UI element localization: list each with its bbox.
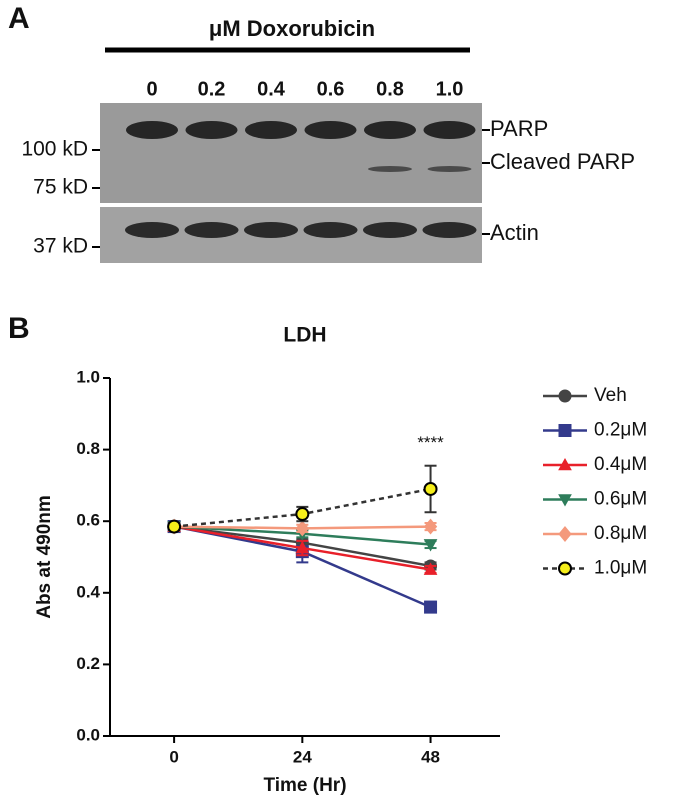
marker-label: 37 kD: [33, 235, 88, 258]
legend-marker: [558, 424, 572, 437]
legend-marker: [558, 457, 572, 471]
band-label: PARP: [490, 116, 548, 141]
y-tick-label: 0.2: [76, 654, 100, 673]
y-tick-label: 1.0: [76, 367, 100, 386]
blot-title: μM Doxorubicin: [209, 16, 375, 41]
x-tick-label: 0: [169, 747, 178, 766]
lane-label: 0.8: [376, 78, 404, 100]
legend-label: 0.6μM: [594, 489, 647, 510]
band: [304, 121, 357, 139]
marker-label: 100 kD: [21, 138, 88, 161]
band: [364, 121, 416, 139]
band: [427, 166, 472, 172]
data-point: [423, 562, 438, 575]
data-point: [295, 541, 310, 554]
band: [185, 121, 238, 139]
data-point: [424, 600, 438, 614]
legend-label: 1.0μM: [594, 558, 647, 579]
lane-label: 0.2: [198, 78, 226, 100]
legend-label: Veh: [594, 385, 627, 406]
lane-label: 0.6: [317, 78, 345, 100]
band: [245, 121, 297, 139]
band: [244, 222, 298, 238]
x-tick-label: 24: [293, 747, 312, 766]
band: [184, 222, 239, 238]
panel-label: A: [8, 2, 30, 35]
band: [422, 222, 477, 238]
x-axis-label: Time (Hr): [263, 775, 346, 796]
y-tick-label: 0.0: [76, 725, 100, 744]
band-label: Actin: [490, 220, 539, 245]
lane-label: 1.0: [436, 78, 464, 100]
y-tick-label: 0.6: [76, 511, 100, 530]
band: [423, 121, 476, 139]
data-point: [167, 519, 182, 534]
data-point: [423, 481, 438, 496]
legend-label: 0.4μM: [594, 454, 647, 475]
band: [303, 222, 358, 238]
marker-label: 75 kD: [33, 176, 88, 199]
data-point: [295, 520, 309, 537]
band: [125, 222, 179, 238]
y-axis-label: Abs at 490nm: [34, 495, 55, 619]
bands: [125, 121, 477, 238]
annotation: ****: [417, 433, 444, 452]
chart-title: LDH: [283, 324, 326, 347]
legend-marker: [558, 561, 572, 576]
data-point: [423, 539, 438, 552]
lane-label: 0: [146, 78, 157, 100]
legend-marker: [558, 494, 572, 507]
lane-label: 0.4: [257, 78, 286, 100]
blot-top: [100, 103, 482, 203]
band: [126, 121, 178, 139]
data-point: [423, 518, 438, 535]
band: [368, 166, 412, 172]
legend-label: 0.8μM: [594, 523, 647, 544]
band-label: Cleaved PARP: [490, 149, 635, 174]
band: [363, 222, 417, 238]
y-tick-label: 0.8: [76, 439, 100, 458]
legend-label: 0.2μM: [594, 420, 647, 441]
data-point: [295, 507, 310, 522]
panel-label: B: [8, 312, 30, 345]
legend-marker: [558, 526, 572, 542]
legend-marker: [558, 389, 572, 403]
x-tick-label: 48: [421, 747, 440, 766]
y-tick-label: 0.4: [76, 582, 100, 601]
